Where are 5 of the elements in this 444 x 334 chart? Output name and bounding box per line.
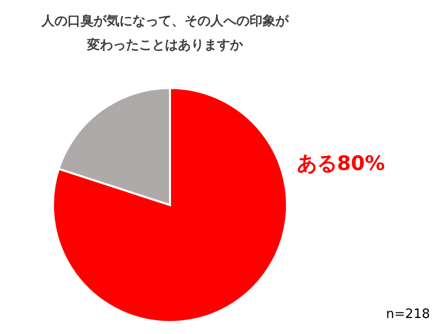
pie-slice: [52, 87, 288, 323]
data-label: 80%: [337, 151, 385, 175]
slice-label: ある: [297, 151, 337, 175]
text: n=218: [386, 307, 430, 322]
chart-title: 人の口臭が気になって、その人への印象が変わったことはありますか: [40, 13, 290, 55]
